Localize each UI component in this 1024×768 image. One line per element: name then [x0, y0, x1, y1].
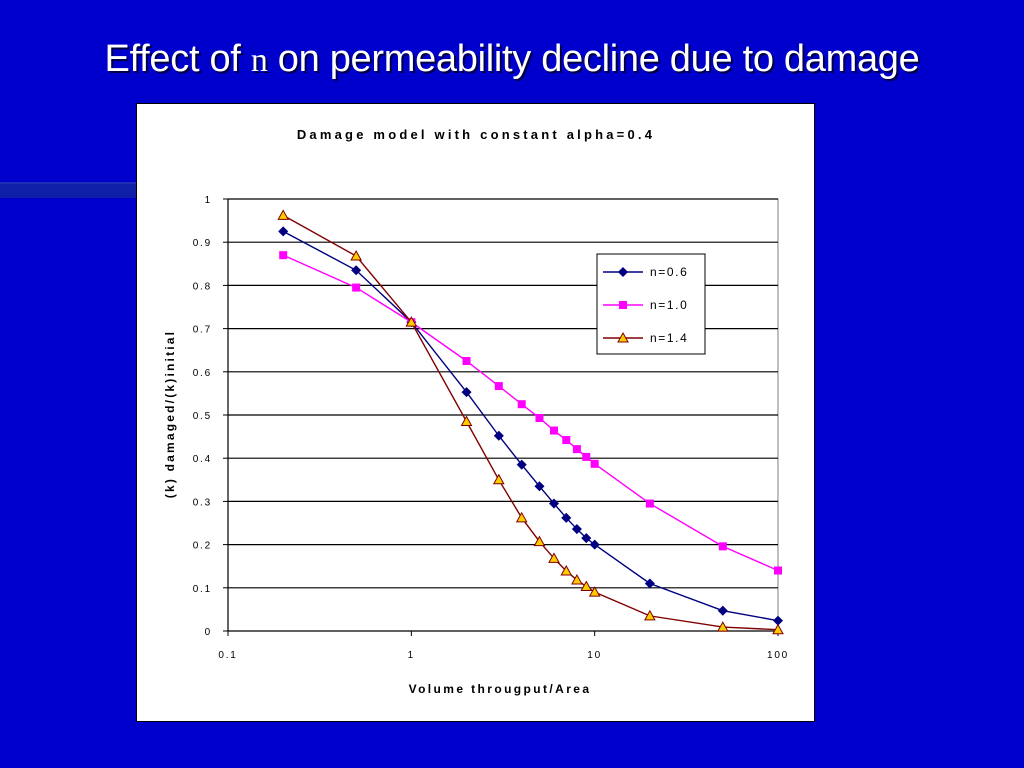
data-point: [548, 498, 560, 509]
data-point: [588, 586, 601, 597]
data-point: [718, 542, 727, 551]
decorative-accent-bar: [0, 182, 140, 198]
data-point: [278, 226, 289, 237]
axes-layer: 0 0.1 0.2 0.3 0.4 0.5 0.6 0.7 0.8 0.9 1 0.1 1 10 100: [193, 195, 789, 661]
data-point: [494, 382, 503, 391]
y-tick-label: 1: [205, 195, 212, 206]
legend-label: n=1.4: [650, 331, 688, 345]
series-layer: [277, 209, 784, 635]
y-tick-label: 0.3: [193, 497, 212, 508]
legend: n=0.6 n=1.0 n=1.4: [596, 253, 706, 355]
legend-entry: n=1.4: [603, 331, 688, 345]
series-n=1.4: [277, 209, 784, 635]
data-point: [644, 609, 656, 621]
data-point: [350, 249, 362, 261]
title-suffix: on permeability decline due to damage: [267, 38, 920, 80]
legend-marker: [617, 266, 629, 278]
x-tick-label: 0.1: [218, 650, 237, 661]
data-point: [493, 430, 504, 441]
data-point: [533, 535, 546, 547]
data-point: [462, 357, 471, 365]
title-prefix: Effect of: [104, 38, 251, 80]
data-point: [516, 459, 527, 470]
series-n=1.0: [279, 251, 782, 575]
legend-entry: n=0.6: [603, 265, 688, 279]
x-axis-label: Volume througput/Area: [409, 682, 592, 696]
legend-marker: [617, 331, 629, 343]
chart-svg: Damage model with constant alpha=0.4 0 0.…: [163, 127, 789, 696]
title-variable: n: [250, 42, 268, 79]
data-point: [561, 512, 572, 523]
series-n=0.6: [278, 226, 784, 626]
data-point: [560, 564, 573, 576]
data-point: [461, 387, 472, 398]
data-point: [535, 414, 544, 423]
legend-label: n=0.6: [650, 265, 688, 279]
data-point: [590, 459, 599, 468]
data-point: [352, 283, 361, 292]
legend-entry: n=1.0: [603, 298, 688, 312]
x-tick-label: 1: [408, 650, 415, 661]
data-point: [460, 415, 473, 426]
data-point: [277, 209, 290, 220]
y-tick-label: 0.7: [193, 325, 212, 336]
data-point: [645, 499, 654, 508]
y-tick-label: 0.6: [193, 368, 212, 379]
slide-title: Effect of n on permeability decline due …: [0, 38, 1024, 81]
y-tick-label: 0.2: [193, 541, 212, 552]
data-point: [644, 578, 655, 589]
legend-marker: [619, 301, 627, 309]
data-point: [517, 400, 526, 409]
data-point: [572, 445, 581, 454]
x-tick-label: 10: [587, 650, 602, 661]
data-point: [774, 566, 782, 575]
chart-frame: Damage model with constant alpha=0.4 0 0.…: [136, 103, 815, 722]
data-point: [582, 452, 591, 461]
legend-label: n=1.0: [650, 298, 688, 312]
data-point: [717, 605, 728, 616]
data-point: [351, 265, 362, 276]
y-tick-label: 0.4: [193, 454, 212, 465]
data-point: [772, 623, 784, 635]
data-point: [571, 524, 582, 535]
y-tick-label: 0.5: [193, 411, 212, 422]
y-tick-label: 0: [205, 627, 212, 638]
data-point: [580, 580, 593, 592]
y-axis-label: (k) damaged/(k)initial: [163, 330, 177, 498]
y-tick-label: 0.1: [193, 584, 212, 595]
data-point: [581, 533, 592, 544]
y-tick-label: 0.8: [193, 281, 212, 292]
data-point: [492, 473, 505, 485]
data-point: [589, 539, 600, 550]
data-point: [405, 316, 418, 327]
data-point: [548, 552, 560, 563]
data-point: [549, 426, 558, 435]
data-point: [716, 621, 729, 632]
chart-title: Damage model with constant alpha=0.4: [297, 127, 655, 142]
data-point: [562, 436, 571, 445]
data-point: [534, 481, 545, 492]
x-tick-label: 100: [767, 650, 789, 661]
data-point: [571, 573, 583, 585]
y-tick-label: 0.9: [193, 238, 212, 249]
data-point: [279, 251, 288, 260]
data-point: [515, 511, 528, 523]
